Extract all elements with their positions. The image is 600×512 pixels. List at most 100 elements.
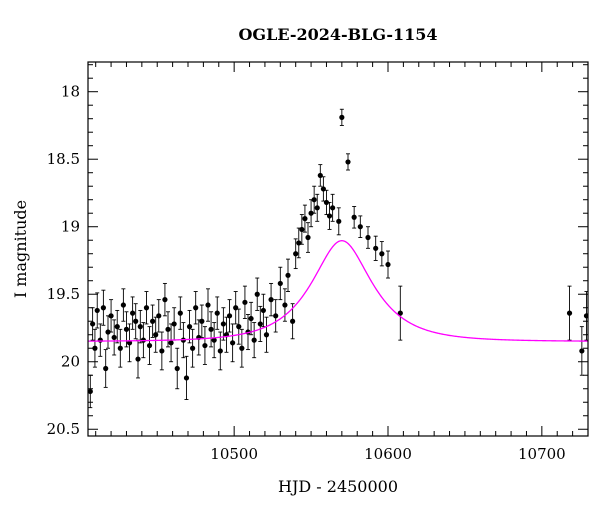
point-marker bbox=[165, 326, 171, 332]
point-marker bbox=[230, 340, 236, 346]
data-point bbox=[214, 296, 220, 330]
point-marker bbox=[257, 321, 263, 327]
point-marker bbox=[339, 114, 345, 120]
data-point bbox=[190, 328, 196, 368]
x-tick-label: 10500 bbox=[210, 445, 258, 463]
point-marker bbox=[305, 234, 311, 241]
point-marker bbox=[308, 210, 314, 216]
point-marker bbox=[302, 216, 308, 222]
data-point bbox=[94, 292, 100, 329]
data-point bbox=[162, 282, 168, 317]
data-point bbox=[90, 307, 96, 341]
point-marker bbox=[373, 245, 379, 251]
data-point bbox=[285, 258, 291, 292]
data-point bbox=[150, 304, 156, 338]
data-point bbox=[268, 282, 274, 317]
data-point bbox=[220, 307, 226, 341]
data-point bbox=[103, 349, 109, 388]
data-point bbox=[339, 108, 345, 126]
point-marker bbox=[330, 205, 336, 211]
point-marker bbox=[379, 251, 385, 257]
data-layer bbox=[88, 108, 588, 409]
point-marker bbox=[88, 388, 93, 395]
point-marker bbox=[299, 226, 305, 233]
data-point bbox=[302, 204, 308, 233]
point-marker bbox=[190, 345, 196, 351]
x-tick-label: 10600 bbox=[364, 445, 412, 463]
data-point bbox=[183, 355, 190, 400]
y-tick-label: 18.5 bbox=[47, 150, 80, 168]
point-marker bbox=[211, 337, 217, 343]
point-marker bbox=[92, 345, 98, 351]
point-marker bbox=[100, 305, 106, 311]
data-point bbox=[171, 307, 177, 341]
point-marker bbox=[90, 321, 96, 327]
point-marker bbox=[345, 159, 351, 165]
point-marker bbox=[114, 324, 120, 330]
point-marker bbox=[236, 324, 242, 330]
point-marker bbox=[365, 234, 371, 241]
point-marker bbox=[103, 365, 109, 372]
point-marker bbox=[208, 326, 214, 332]
point-marker bbox=[251, 337, 257, 343]
data-point bbox=[336, 207, 342, 236]
point-marker bbox=[239, 345, 245, 351]
x-tick-label: 10700 bbox=[518, 445, 566, 463]
point-marker bbox=[168, 340, 174, 346]
point-marker bbox=[137, 324, 143, 330]
point-marker bbox=[357, 224, 363, 230]
data-point bbox=[117, 328, 123, 368]
data-point bbox=[114, 309, 120, 344]
data-point bbox=[308, 199, 314, 228]
data-point bbox=[323, 189, 330, 216]
model-curve bbox=[88, 240, 588, 342]
point-marker bbox=[126, 340, 133, 346]
point-marker bbox=[171, 321, 177, 327]
data-point bbox=[174, 347, 180, 390]
point-marker bbox=[123, 326, 130, 332]
data-point bbox=[137, 309, 143, 344]
data-point bbox=[320, 176, 326, 202]
data-point bbox=[133, 303, 139, 340]
data-point bbox=[108, 299, 114, 333]
y-tick-label: 19 bbox=[61, 218, 80, 236]
data-point bbox=[397, 285, 403, 341]
data-point bbox=[330, 193, 336, 222]
data-point bbox=[233, 291, 239, 325]
point-marker bbox=[311, 197, 317, 203]
data-point bbox=[357, 215, 363, 238]
point-marker bbox=[183, 375, 190, 381]
point-marker bbox=[146, 342, 153, 349]
point-marker bbox=[159, 348, 165, 354]
data-point bbox=[236, 308, 242, 345]
data-point bbox=[242, 285, 248, 319]
data-point bbox=[314, 193, 320, 222]
data-point bbox=[351, 206, 357, 229]
point-marker bbox=[268, 297, 274, 303]
data-point bbox=[277, 266, 283, 301]
data-point bbox=[186, 309, 193, 344]
data-point bbox=[293, 238, 299, 270]
point-marker bbox=[290, 318, 296, 324]
point-marker bbox=[217, 348, 223, 354]
point-marker bbox=[156, 313, 162, 319]
point-marker bbox=[323, 199, 330, 206]
point-marker bbox=[320, 186, 326, 192]
point-marker bbox=[336, 218, 342, 224]
data-point bbox=[135, 339, 141, 379]
point-marker bbox=[314, 205, 320, 211]
point-marker bbox=[199, 318, 205, 324]
data-point bbox=[379, 241, 385, 267]
y-tick-label: 19.5 bbox=[47, 285, 80, 303]
point-marker bbox=[317, 172, 323, 179]
plot-frame bbox=[87, 61, 589, 437]
data-point bbox=[156, 299, 162, 333]
data-point bbox=[305, 222, 311, 253]
point-marker bbox=[108, 313, 114, 319]
point-marker bbox=[583, 313, 588, 319]
point-marker bbox=[579, 348, 585, 354]
axis-ticks bbox=[88, 62, 589, 436]
data-point bbox=[146, 326, 153, 365]
point-marker bbox=[205, 302, 211, 308]
